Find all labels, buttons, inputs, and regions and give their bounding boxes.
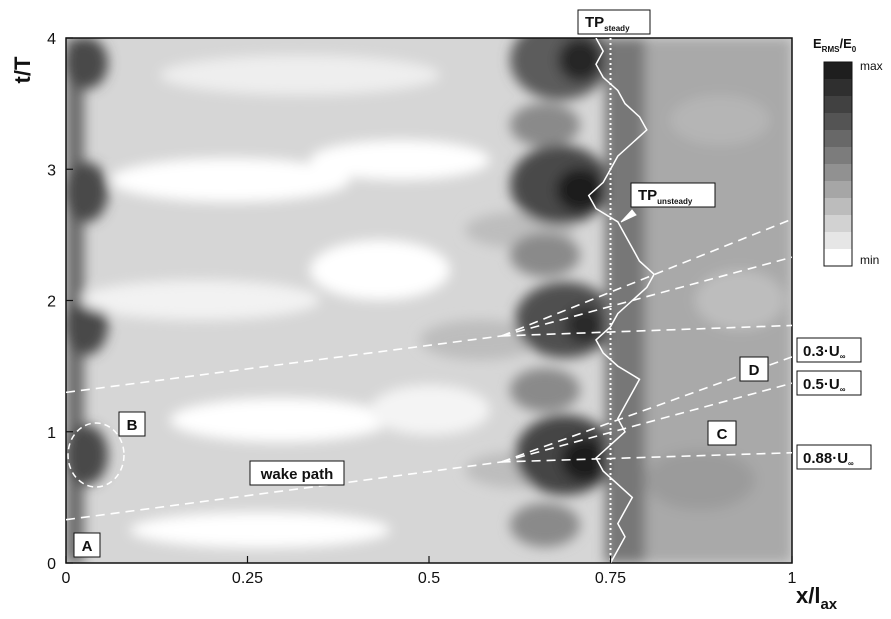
field-aft-spot-2 [695, 270, 785, 330]
colorbar-swatch [824, 232, 852, 249]
overlay-lines [66, 38, 792, 563]
svg-text:A: A [82, 538, 93, 555]
region-label-d: D [739, 356, 769, 382]
speed-label-0.88: 0.88·U∞ [796, 444, 872, 470]
colorbar-swatch [824, 113, 852, 130]
colorbar-swatch [824, 181, 852, 198]
y-axis-title: t/T [10, 56, 35, 83]
svg-text:TPsteady: TPsteady [585, 14, 630, 33]
contour-field [66, 38, 792, 563]
speed-ray-line [501, 218, 792, 337]
svg-text:0.3·U∞: 0.3·U∞ [803, 343, 846, 361]
x-tick-label: 0.75 [595, 570, 626, 587]
y-axis-ticks: 0 1 2 3 4 [47, 31, 73, 573]
field-white-patch-3 [80, 280, 320, 320]
field-black-core-1 [558, 38, 602, 82]
field-white-patch-4 [310, 240, 450, 300]
svg-text:0.88·U∞: 0.88·U∞ [803, 450, 854, 468]
colorbar-min-label: min [860, 253, 879, 267]
field-le-spot-1 [66, 38, 108, 89]
field-white-patch-5 [170, 398, 390, 442]
colorbar-frame [823, 61, 853, 267]
svg-text:C: C [717, 426, 728, 443]
tp-unsteady-pointer [620, 209, 637, 223]
colorbar-title: ERMS/E0 [813, 36, 857, 54]
field-gray-band-2 [510, 233, 580, 277]
svg-text:D: D [749, 362, 760, 379]
svg-text:wake path: wake path [260, 466, 334, 483]
colorbar-legend: ERMS/E0 max min [813, 36, 883, 267]
y-tick-label: 2 [47, 294, 56, 311]
region-b-circle [67, 422, 125, 488]
field-gray-band-3 [510, 368, 580, 412]
svg-text:B: B [127, 417, 138, 434]
colorbar-swatch [824, 79, 852, 96]
speed-ray-line [501, 451, 792, 463]
region-label-c: C [707, 420, 737, 446]
svg-text:TPunsteady: TPunsteady [638, 187, 693, 206]
field-le-spot-4 [66, 425, 108, 485]
field-aft-spot-3 [645, 450, 755, 510]
field-white-patch-1 [110, 158, 350, 202]
region-label-a: A [73, 532, 101, 558]
x-axis-title: x/lax [796, 583, 838, 613]
tp-unsteady-label: TPunsteady [620, 182, 716, 223]
field-white-patch-7 [130, 512, 390, 548]
colorbar-swatch [824, 198, 852, 215]
x-tick-label: 0.5 [418, 570, 440, 587]
y-tick-label: 4 [47, 31, 56, 48]
colorbar-swatch [824, 96, 852, 113]
wake-path-line [66, 461, 502, 521]
colorbar-swatch [824, 215, 852, 232]
field-gray-band-4 [510, 503, 580, 547]
y-tick-label: 1 [47, 425, 56, 442]
tp-steady-label: TPsteady [577, 9, 651, 35]
colorbar-swatch [824, 62, 852, 79]
colorbar-swatch [824, 249, 852, 266]
wake-path-line [66, 335, 502, 394]
speed-ray-line [501, 256, 792, 337]
speed-label-0.3: 0.3·U∞ [796, 337, 862, 363]
tp-unsteady-line [587, 38, 656, 563]
wake-path-label: wake path [249, 460, 345, 486]
colorbar-swatch [824, 130, 852, 147]
colorbar-swatch [824, 147, 852, 164]
field-white-patch-8 [160, 55, 440, 95]
region-label-b: B [118, 411, 146, 437]
x-tick-label: 0 [62, 570, 71, 587]
field-black-core-2 [556, 168, 604, 212]
colorbar-max-label: max [860, 59, 883, 73]
field-gray-band-1 [510, 103, 580, 147]
y-tick-label: 3 [47, 162, 56, 179]
field-aft-spot-1 [670, 95, 770, 145]
field-gray-mid-1 [420, 320, 540, 360]
x-tick-label: 0.25 [232, 570, 263, 587]
field-aft-dark-strip [605, 38, 645, 563]
svg-text:0.5·U∞: 0.5·U∞ [803, 376, 846, 394]
speed-ray-line [501, 324, 792, 337]
speed-ray-line [501, 382, 792, 463]
field-le-spot-2 [66, 162, 108, 222]
colorbar-swatch [824, 164, 852, 181]
x-tick-label: 1 [788, 570, 797, 587]
colorbar-swatches [824, 62, 852, 266]
y-tick-label: 0 [47, 556, 56, 573]
field-white-patch-6 [370, 385, 490, 435]
field-white-patch-2 [310, 140, 490, 180]
x-axis-ticks: 0 0.25 0.5 0.75 1 [62, 556, 797, 587]
speed-label-0.5: 0.5·U∞ [796, 370, 862, 396]
